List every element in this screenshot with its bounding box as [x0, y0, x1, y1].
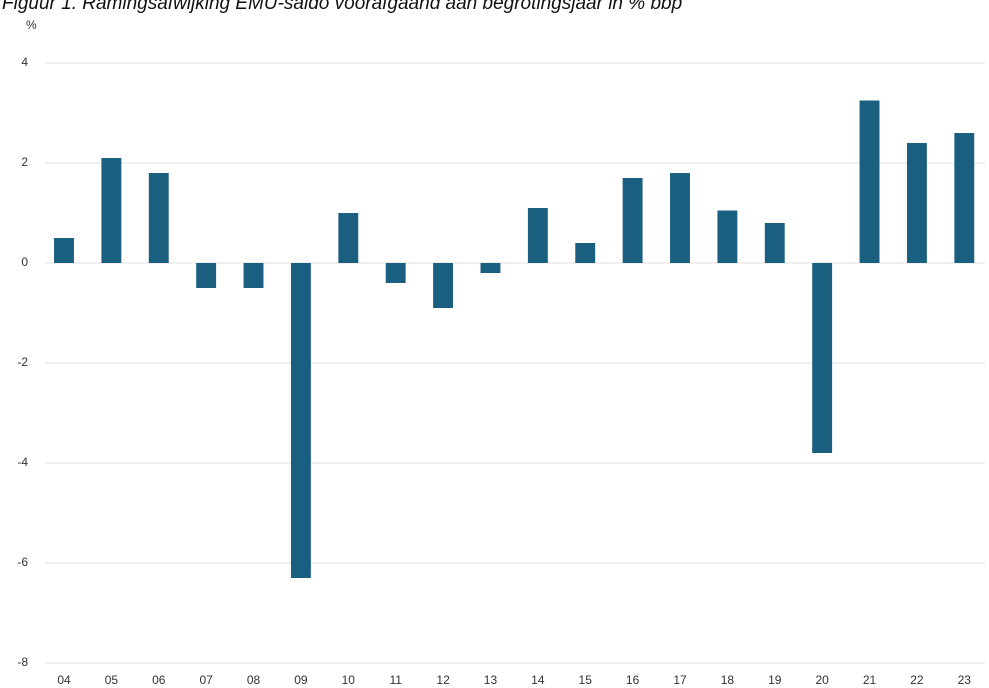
x-tick-label: 16 [626, 673, 640, 687]
bar [101, 158, 122, 263]
bar [148, 173, 169, 263]
bar [622, 178, 643, 263]
bar [670, 173, 690, 263]
x-tick-label: 14 [531, 673, 545, 687]
bar [764, 223, 785, 263]
bar [243, 263, 264, 288]
bar [859, 100, 880, 263]
y-axis-label: % [26, 18, 37, 32]
y-tick-label: 2 [21, 155, 28, 169]
x-tick-label: 19 [768, 673, 782, 687]
bar [385, 263, 406, 283]
y-tick-label: -8 [17, 655, 28, 669]
bar [433, 263, 454, 308]
x-tick-label: 17 [673, 673, 687, 687]
x-tick-label: 18 [721, 673, 735, 687]
x-tick-label: 13 [484, 673, 498, 687]
x-tick-label: 15 [579, 673, 593, 687]
x-tick-label: 05 [105, 673, 119, 687]
bar [575, 243, 596, 263]
x-tick-label: 11 [389, 673, 402, 687]
x-tick-label: 12 [436, 673, 450, 687]
x-tick-label: 20 [815, 673, 829, 687]
x-tick-label: 22 [910, 673, 924, 687]
x-tick-label: 21 [863, 673, 877, 687]
x-tick-label: 23 [958, 673, 972, 687]
x-tick-label: 08 [247, 673, 261, 687]
x-tick-label: 04 [57, 673, 71, 687]
bar [54, 238, 74, 263]
y-tick-label: -6 [17, 555, 28, 569]
bar [717, 210, 738, 263]
x-tick-label: 10 [342, 673, 356, 687]
y-tick-label: 4 [21, 55, 28, 69]
bar [527, 208, 548, 263]
chart-title: Figuur 1. Ramingsafwijking EMU-saldo voo… [2, 0, 682, 14]
x-tick-label: 07 [199, 673, 213, 687]
bar [906, 143, 927, 263]
bar [338, 213, 359, 263]
bar [290, 263, 311, 578]
y-tick-label: -2 [17, 355, 28, 369]
y-tick-label: 0 [21, 255, 28, 269]
bar [480, 263, 501, 273]
bar [196, 263, 217, 288]
bar [812, 263, 833, 453]
x-tick-label: 06 [152, 673, 166, 687]
x-tick-label: 09 [294, 673, 308, 687]
bar [954, 133, 975, 263]
y-tick-label: -4 [17, 455, 28, 469]
